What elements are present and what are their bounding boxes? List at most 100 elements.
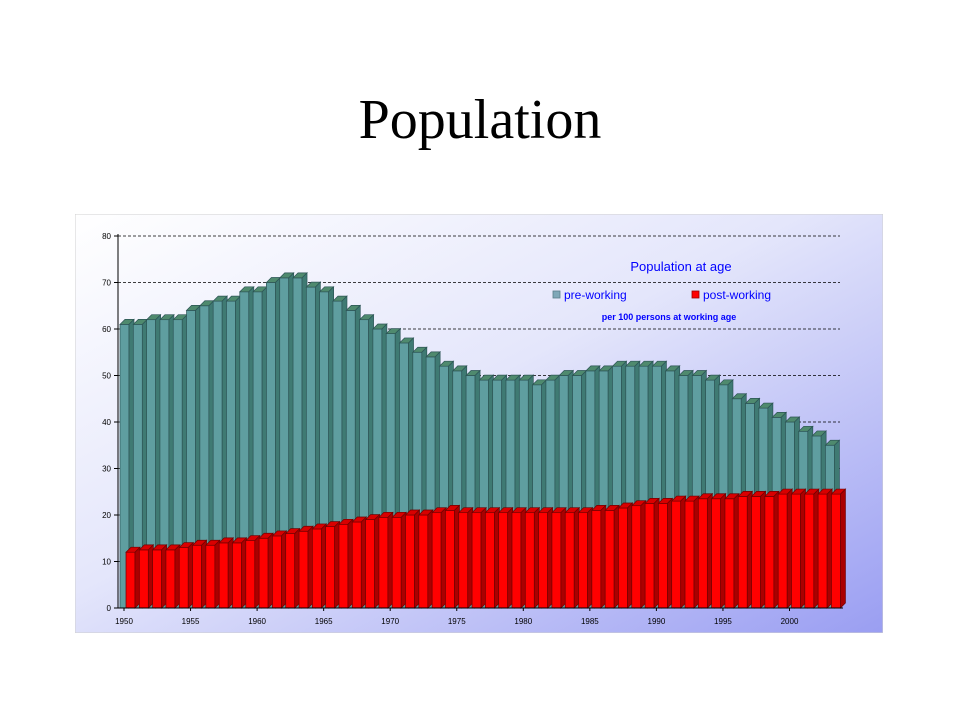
bar-post-working bbox=[537, 506, 554, 609]
bar-post-working-front bbox=[298, 530, 309, 609]
x-tick-label: 1995 bbox=[714, 617, 732, 626]
x-tick-label: 1950 bbox=[115, 617, 133, 626]
bar-post-working bbox=[750, 490, 767, 609]
bar-post-working bbox=[551, 506, 567, 609]
bar-post-working-front bbox=[538, 512, 548, 609]
bar-post-working-front bbox=[618, 507, 628, 609]
legend-label-pre-working: pre-working bbox=[564, 288, 627, 302]
bar-post-working-front bbox=[724, 498, 735, 609]
legend-swatch-pre-working bbox=[552, 290, 561, 299]
bar-post-working-front bbox=[365, 519, 375, 609]
bar-post-working-front bbox=[152, 549, 162, 609]
chart: 0 10 20 30 40 50 60 70 80 1950 1955 1960 1965 1970 197… bbox=[75, 214, 883, 633]
x-tick-label: 1980 bbox=[514, 617, 532, 626]
bar-post-working bbox=[178, 541, 195, 609]
bar-post-working bbox=[417, 509, 434, 609]
population-chart-svg: 0 10 20 30 40 50 60 70 80 1950 1955 1960 1965 1970 197… bbox=[75, 214, 883, 633]
bar-post-working-front bbox=[751, 496, 761, 609]
bar-post-working bbox=[790, 488, 807, 609]
bar-post-working-front bbox=[604, 510, 615, 609]
bar-post-working-front bbox=[511, 512, 522, 609]
y-tick-label: 70 bbox=[102, 279, 111, 288]
bar-post-working bbox=[777, 488, 794, 609]
bar-post-working bbox=[205, 539, 221, 609]
bar-post-working-front bbox=[564, 512, 575, 609]
bar-post-working-front bbox=[178, 547, 189, 609]
x-tick-label: 1990 bbox=[648, 617, 666, 626]
bar-post-working-side bbox=[840, 488, 846, 609]
bar-post-working bbox=[803, 488, 820, 609]
bar-post-working bbox=[630, 499, 647, 609]
bar-post-working-front bbox=[458, 512, 469, 609]
chart-title: Population at age bbox=[630, 259, 731, 274]
bar-post-working bbox=[764, 490, 780, 609]
bar-post-working-front bbox=[791, 493, 801, 609]
y-tick-label: 10 bbox=[102, 558, 111, 567]
x-tick-label: 1970 bbox=[381, 617, 399, 626]
bar-post-working-front bbox=[245, 540, 256, 609]
bar-post-working bbox=[125, 546, 141, 609]
bar-post-working bbox=[670, 495, 687, 609]
bar-post-working-front bbox=[737, 496, 748, 609]
bar-post-working bbox=[258, 532, 274, 609]
bar-post-working-front bbox=[817, 493, 828, 609]
bar-post-working-front bbox=[391, 516, 402, 609]
bar-post-working bbox=[151, 544, 168, 609]
bar-post-working bbox=[497, 506, 514, 609]
x-tick-label: 1965 bbox=[315, 617, 333, 626]
bar-post-working-front bbox=[711, 498, 721, 609]
bar-post-working-front bbox=[125, 551, 136, 609]
bar-post-working-front bbox=[697, 498, 708, 609]
bar-post-working bbox=[364, 513, 381, 609]
bar-post-working-front bbox=[272, 535, 282, 609]
bar-post-working bbox=[511, 506, 527, 609]
y-tick-label: 40 bbox=[102, 418, 111, 427]
bar-post-working-front bbox=[591, 510, 602, 609]
bar-post-working bbox=[697, 492, 714, 609]
bar-post-working bbox=[484, 506, 501, 609]
bar-post-working-front bbox=[258, 537, 269, 609]
bar-post-working bbox=[244, 534, 261, 609]
bar-post-working-front bbox=[658, 503, 668, 609]
y-tick-label: 80 bbox=[102, 232, 111, 241]
bar-post-working bbox=[817, 488, 833, 609]
legend-label-post-working: post-working bbox=[703, 288, 771, 302]
bar-post-working-front bbox=[631, 505, 642, 609]
bar-post-working bbox=[311, 523, 328, 609]
bar-post-working-front bbox=[418, 514, 429, 609]
bar-post-working-front bbox=[644, 503, 655, 609]
bar-post-working bbox=[271, 530, 288, 609]
bar-post-working-front bbox=[311, 528, 322, 609]
bar-post-working-front bbox=[338, 523, 349, 609]
bar-post-working bbox=[165, 544, 181, 609]
bar-post-working-front bbox=[684, 500, 695, 609]
y-tick-label: 30 bbox=[102, 465, 111, 474]
bar-post-working bbox=[604, 504, 621, 609]
bar-post-working bbox=[351, 516, 368, 609]
bar-post-working bbox=[298, 525, 314, 609]
bar-post-working-front bbox=[671, 500, 682, 609]
chart-subtitle: per 100 persons at working age bbox=[602, 312, 737, 322]
bar-post-working bbox=[710, 492, 727, 609]
bar-post-working bbox=[657, 497, 674, 609]
x-tick-label: 1985 bbox=[581, 617, 599, 626]
x-tick-label: 1955 bbox=[182, 617, 200, 626]
bar-post-working-front bbox=[285, 533, 296, 609]
bar-post-working bbox=[591, 504, 607, 609]
bar-post-working bbox=[444, 504, 461, 609]
bar-post-working-front bbox=[405, 514, 415, 609]
bar-post-working-front bbox=[764, 496, 775, 609]
bar-post-working bbox=[524, 506, 541, 609]
y-tick-label: 20 bbox=[102, 511, 111, 520]
y-tick-label: 50 bbox=[102, 372, 111, 381]
bar-post-working-front bbox=[445, 510, 455, 609]
bar-post-working bbox=[564, 506, 581, 609]
bar-pre-working bbox=[159, 313, 175, 609]
bar-post-working-front bbox=[218, 542, 229, 609]
bar-post-working-front bbox=[551, 512, 562, 609]
slide-title: Population bbox=[358, 89, 602, 151]
bar-post-working bbox=[724, 492, 740, 609]
bar-post-working-front bbox=[138, 549, 149, 609]
x-tick-label: 2000 bbox=[781, 617, 799, 626]
bar-post-working bbox=[471, 506, 487, 609]
